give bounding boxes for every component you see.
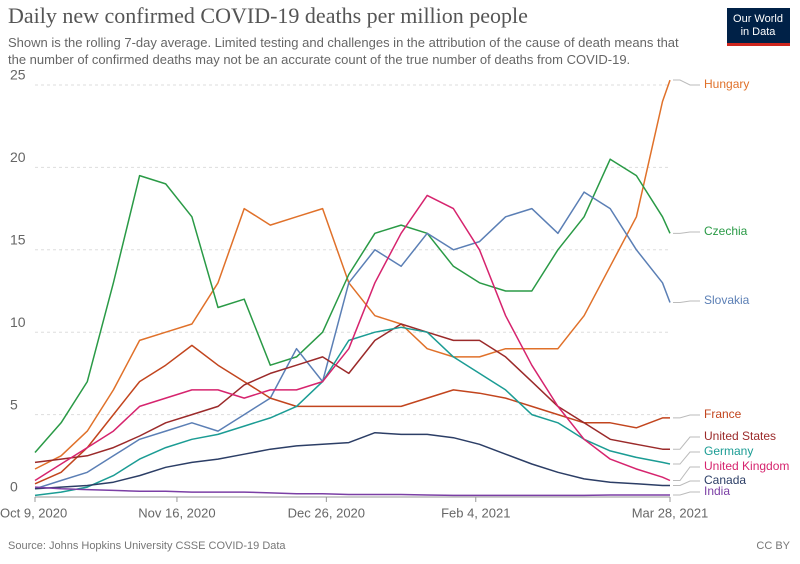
logo-text: Our World xyxy=(733,13,783,25)
y-tick-label: 0 xyxy=(10,479,18,495)
series-line xyxy=(34,79,671,470)
legend-connector xyxy=(673,491,700,496)
legend-connector xyxy=(673,466,700,482)
chart-subtitle: Shown is the rolling 7-day average. Limi… xyxy=(8,35,679,67)
legend-connector xyxy=(673,414,700,419)
logo-bar xyxy=(727,43,790,46)
y-tick-label: 20 xyxy=(10,149,26,165)
series-line xyxy=(34,344,670,485)
legend-label: India xyxy=(704,484,730,498)
series-line xyxy=(34,431,670,490)
series-line xyxy=(34,191,671,490)
legend-connector xyxy=(673,79,700,86)
legend-label: Czechia xyxy=(704,224,748,238)
x-tick-label: Oct 9, 2020 xyxy=(0,505,67,520)
legend-label: Germany xyxy=(704,444,753,458)
series-line xyxy=(34,158,671,453)
y-tick-label: 25 xyxy=(10,67,26,83)
legend-label: Hungary xyxy=(704,77,749,91)
chart-title: Daily new confirmed COVID-19 deaths per … xyxy=(8,3,528,28)
legend-label: France xyxy=(704,407,742,421)
legend-label: United Kingdom xyxy=(704,459,789,473)
y-tick-label: 10 xyxy=(10,314,26,330)
x-tick-label: Feb 4, 2021 xyxy=(441,505,510,520)
legend-connector xyxy=(673,480,700,486)
legend-connector xyxy=(673,436,700,450)
y-tick-label: 15 xyxy=(10,232,26,248)
y-tick-label: 5 xyxy=(10,396,18,412)
legend-label: Canada xyxy=(704,473,746,487)
x-tick-label: Dec 26, 2020 xyxy=(288,505,365,520)
legend-connector xyxy=(673,451,700,465)
license: CC BY xyxy=(756,540,790,552)
series-line xyxy=(34,326,671,497)
legend-connector xyxy=(673,300,700,304)
source: Source: Johns Hopkins University CSSE CO… xyxy=(8,540,286,552)
legend-connector xyxy=(673,231,700,234)
x-tick-label: Mar 28, 2021 xyxy=(632,505,709,520)
legend-label: Slovakia xyxy=(704,293,750,307)
x-tick-label: Nov 16, 2020 xyxy=(138,505,215,520)
logo-text: in Data xyxy=(741,26,777,38)
logo-box xyxy=(727,8,790,46)
legend-label: United States xyxy=(704,429,776,443)
series-line xyxy=(34,323,670,464)
series-line xyxy=(34,194,671,482)
series-line xyxy=(34,486,670,497)
